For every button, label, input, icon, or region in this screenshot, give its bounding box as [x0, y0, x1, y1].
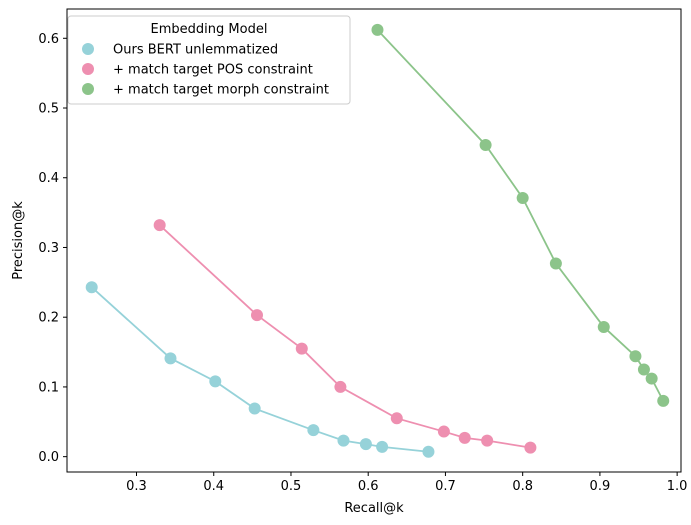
y-tick-label: 0.6 — [38, 32, 59, 47]
series-3-point — [637, 363, 650, 376]
x-tick-label: 0.6 — [358, 479, 379, 494]
series-3-point — [657, 394, 670, 407]
series-2-point — [524, 441, 537, 454]
legend: Embedding Model Ours BERT unlemmatized + … — [67, 15, 351, 105]
series-3-point — [549, 257, 562, 270]
series-1-point — [337, 434, 350, 447]
legend-marker-series-2 — [82, 63, 94, 75]
series-1-point — [307, 424, 320, 437]
series-1-point — [209, 375, 222, 388]
x-axis: 0.3 0.4 0.5 0.6 0.7 0.8 0.9 1.0 — [126, 472, 687, 494]
x-tick-label: 0.9 — [590, 479, 611, 494]
series-2-point — [334, 380, 347, 393]
series-2-point — [458, 431, 471, 444]
series-1-point — [85, 281, 98, 294]
x-axis-label: Recall@k — [344, 501, 404, 516]
legend-label-series-1: Ours BERT unlemmatized — [113, 43, 278, 58]
y-tick-label: 0.3 — [38, 241, 59, 256]
legend-box — [67, 15, 351, 105]
y-axis: 0.0 0.1 0.2 0.3 0.4 0.5 0.6 — [38, 32, 67, 465]
legend-marker-series-3 — [82, 83, 94, 95]
series-3-point — [597, 320, 610, 333]
y-axis-label: Precision@k — [11, 201, 26, 280]
legend-title: Embedding Model — [151, 22, 268, 37]
y-tick-label: 0.0 — [38, 450, 59, 465]
series-3-point — [516, 191, 529, 204]
series-2-point — [437, 425, 450, 438]
series-2-point — [250, 309, 263, 322]
series-3-point — [371, 23, 384, 36]
legend-label-series-2: + match target POS constraint — [113, 63, 313, 78]
series-2-point — [153, 219, 166, 232]
plot-frame — [66, 8, 682, 473]
plot-marks — [85, 23, 670, 458]
series-1-point — [164, 352, 177, 365]
series-2-point — [295, 342, 308, 355]
series-3-line — [376, 29, 665, 402]
x-tick-label: 1.0 — [667, 479, 688, 494]
x-tick-label: 0.3 — [126, 479, 147, 494]
y-tick-label: 0.1 — [38, 380, 59, 395]
x-tick-label: 0.4 — [203, 479, 224, 494]
x-tick-label: 0.5 — [281, 479, 302, 494]
legend-marker-series-1 — [82, 43, 94, 55]
series-1-point — [359, 438, 372, 451]
series-2-point — [481, 434, 494, 447]
series-1-point — [376, 440, 389, 453]
series-3-point — [645, 372, 658, 385]
series-2-line — [159, 224, 531, 449]
y-tick-label: 0.2 — [38, 311, 59, 326]
series-2-point — [390, 412, 403, 425]
x-tick-label: 0.8 — [512, 479, 533, 494]
legend-label-series-3: + match target morph constraint — [113, 83, 329, 98]
x-tick-label: 0.7 — [435, 479, 456, 494]
y-tick-label: 0.5 — [38, 102, 59, 117]
series-1-point — [248, 402, 261, 415]
series-3-point — [479, 138, 492, 151]
y-tick-label: 0.4 — [38, 171, 59, 186]
series-1-point — [422, 445, 435, 458]
series-3-point — [629, 350, 642, 363]
